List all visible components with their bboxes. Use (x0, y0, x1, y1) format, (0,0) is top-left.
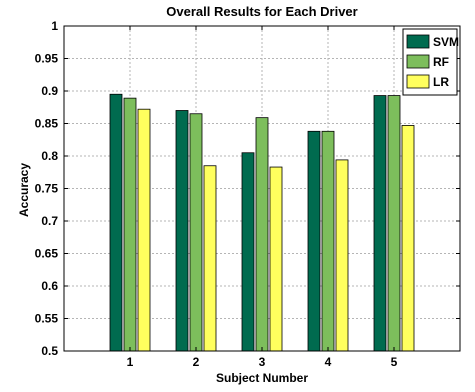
bar-svm-1 (109, 93, 123, 352)
x-tick-label: 3 (259, 355, 266, 369)
y-tick-label: 0.8 (41, 149, 58, 163)
bar-lr-4 (335, 159, 349, 352)
legend-label-lr: LR (433, 75, 449, 89)
y-tick-label: 0.9 (41, 84, 58, 98)
bar-svm-3 (241, 152, 255, 352)
x-tick-label: 5 (391, 355, 398, 369)
y-tick-label: 0.7 (41, 214, 58, 228)
x-tick-label: 2 (193, 355, 200, 369)
bar-lr-2 (203, 165, 217, 352)
y-tick-label: 0.95 (35, 52, 59, 66)
legend-label-rf: RF (433, 55, 449, 69)
bar-rf-2 (189, 113, 203, 352)
legend: SVM RF LR (402, 28, 459, 96)
legend-swatch-rf (406, 54, 430, 69)
bar-lr-5 (401, 125, 415, 352)
y-tick-label: 0.55 (35, 312, 59, 326)
y-tick-label: 0.75 (35, 182, 59, 196)
y-tick-label: 1 (51, 19, 58, 33)
y-tick-label: 0.6 (41, 279, 58, 293)
ticks: 0.5 0.55 0.6 0.65 0.7 0.75 0.8 0.85 0.9 0.95 1 1 2 3 4… (35, 19, 460, 369)
bar-rf-5 (387, 95, 401, 352)
y-axis-label: Accuracy (17, 163, 31, 217)
legend-swatch-svm (406, 34, 430, 49)
chart-title: Overall Results for Each Driver (166, 4, 357, 19)
bar-rf-1 (123, 97, 137, 352)
x-axis-label: Subject Number (216, 371, 308, 385)
bar-svm-5 (373, 95, 387, 352)
y-tick-label: 0.65 (35, 247, 59, 261)
legend-swatch-lr (406, 74, 430, 89)
y-tick-label: 0.85 (35, 117, 59, 131)
bar-rf-4 (321, 130, 335, 352)
y-tick-label: 0.5 (41, 344, 58, 358)
bar-svm-4 (307, 130, 321, 352)
bar-lr-3 (269, 166, 283, 352)
x-tick-label: 4 (325, 355, 332, 369)
x-tick-label: 1 (127, 355, 134, 369)
bar-lr-1 (137, 108, 151, 352)
bar-svm-2 (175, 110, 189, 352)
bar-rf-3 (255, 117, 269, 352)
legend-label-svm: SVM (433, 35, 459, 49)
bars (109, 93, 415, 352)
